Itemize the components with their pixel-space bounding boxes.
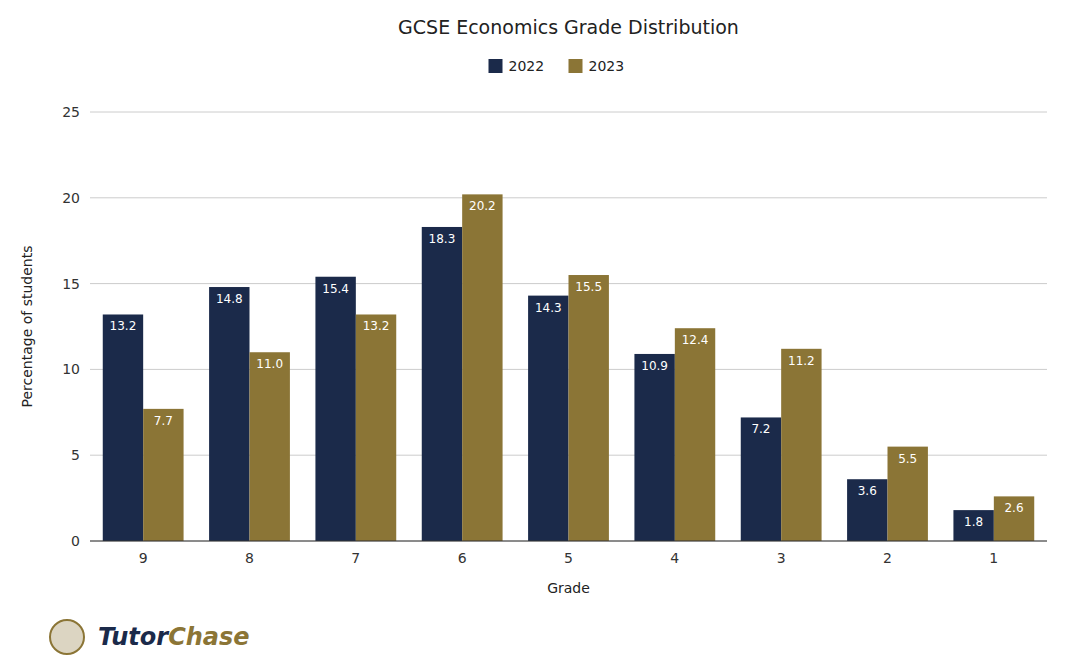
x-tick-label: 6 [458, 550, 467, 566]
legend-swatch [489, 59, 503, 73]
x-tick-label: 1 [989, 550, 998, 566]
data-label: 15.5 [575, 280, 602, 294]
data-label: 7.2 [751, 422, 770, 436]
data-label: 14.8 [216, 292, 243, 306]
bar [528, 296, 568, 541]
x-tick-label: 7 [351, 550, 360, 566]
x-axis-line [90, 541, 1047, 542]
y-axis-label: Percentage of students [19, 246, 35, 408]
y-tick-label: 20 [62, 190, 80, 206]
background [0, 0, 1087, 671]
data-label: 13.2 [110, 319, 137, 333]
bar [888, 447, 928, 541]
y-tick-label: 10 [62, 361, 80, 377]
data-label: 7.7 [154, 414, 173, 428]
data-label: 13.2 [363, 319, 390, 333]
data-label: 3.6 [858, 484, 877, 498]
data-label: 14.3 [535, 301, 562, 315]
data-label: 2.6 [1004, 501, 1023, 515]
y-tick-label: 25 [62, 104, 80, 120]
annotation: Tutor [98, 623, 170, 651]
legend-entry: 2022 [509, 58, 545, 74]
bar [315, 277, 355, 541]
x-tick-label: 3 [777, 550, 786, 566]
grid-line [90, 112, 1047, 113]
bar [847, 479, 887, 541]
bar [741, 417, 781, 541]
data-label: 18.3 [429, 232, 456, 246]
data-label: 15.4 [322, 282, 349, 296]
bar [422, 227, 462, 541]
x-tick-label: 8 [245, 550, 254, 566]
y-tick-label: 0 [71, 533, 80, 549]
data-label: 10.9 [641, 359, 668, 373]
bar [462, 194, 502, 541]
bar [569, 275, 609, 541]
legend-swatch [569, 59, 583, 73]
x-tick-label: 9 [139, 550, 148, 566]
title: GCSE Economics Grade Distribution [398, 16, 739, 38]
bar [953, 510, 993, 541]
y-tick-label: 5 [71, 447, 80, 463]
logo: TutorChase [50, 620, 250, 654]
data-labels: 13.2 14.8 15.4 18.3 14.3 10.9 7.2 3.6 1.8 7.7 11.0… [110, 199, 1024, 529]
bars [103, 194, 1034, 541]
data-label: 11.2 [788, 354, 815, 368]
annotation: Chase [168, 623, 249, 651]
x-axis-label: Grade [547, 580, 590, 596]
data-label: 5.5 [898, 452, 917, 466]
bar [209, 287, 249, 541]
legend: 2022 2023 [489, 58, 625, 74]
x-tick-label: 2 [883, 550, 892, 566]
x-axis: 9 8 7 6 5 4 3 2 1 [90, 541, 1047, 566]
bar [143, 409, 183, 541]
bar [356, 314, 396, 541]
x-tick-label: 5 [564, 550, 573, 566]
data-label: 12.4 [682, 333, 709, 347]
chart: GCSE Economics Grade Distribution0510152… [0, 0, 1087, 671]
bar [103, 314, 143, 541]
bar [250, 352, 290, 541]
data-label: 1.8 [964, 515, 983, 529]
data-label: 20.2 [469, 199, 496, 213]
bar [634, 354, 674, 541]
y-axis: 0 5 10 15 20 25 [62, 104, 1047, 549]
grid-line [90, 541, 1047, 542]
x-tick-label: 4 [670, 550, 679, 566]
grid-line [90, 197, 1047, 198]
bar [994, 496, 1034, 541]
bar [781, 349, 821, 541]
logo-icon [50, 620, 84, 654]
legend-entry: 2023 [589, 58, 625, 74]
data-label: 11.0 [256, 357, 283, 371]
y-tick-label: 15 [62, 276, 80, 292]
bar [675, 328, 715, 541]
